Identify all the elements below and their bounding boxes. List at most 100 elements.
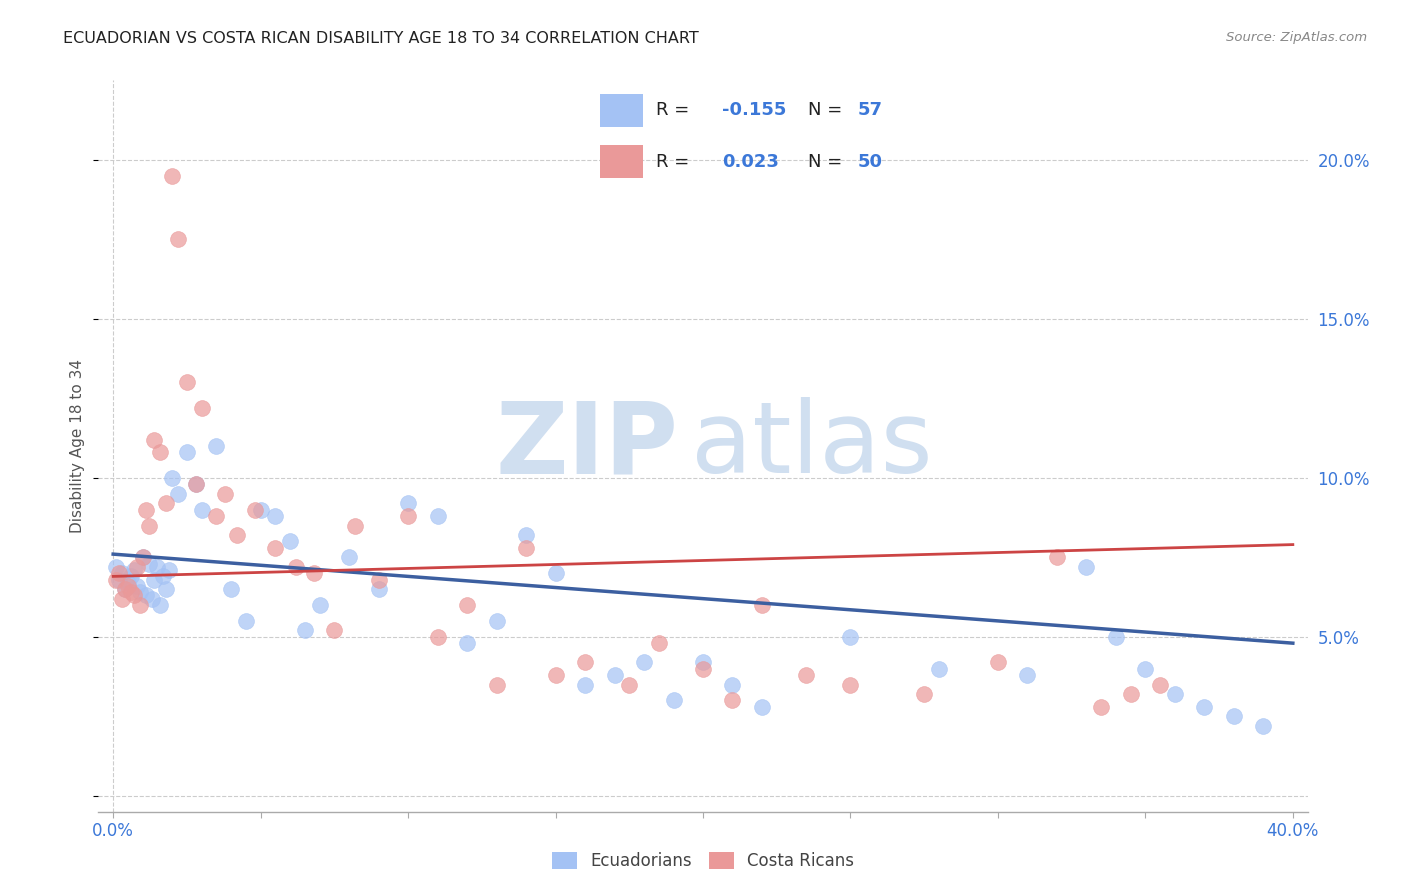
- Point: [205, 439, 228, 453]
- Bar: [600, 94, 643, 128]
- Point: [167, 232, 190, 246]
- Point: [278, 534, 301, 549]
- Point: [122, 589, 145, 603]
- Point: [131, 550, 153, 565]
- Point: [214, 486, 236, 500]
- Text: -0.155: -0.155: [723, 102, 786, 120]
- Point: [721, 677, 744, 691]
- Y-axis label: Disability Age 18 to 34: Disability Age 18 to 34: [70, 359, 86, 533]
- Point: [135, 502, 157, 516]
- Point: [264, 508, 287, 523]
- Text: Source: ZipAtlas.com: Source: ZipAtlas.com: [1226, 31, 1367, 45]
- Point: [721, 693, 744, 707]
- Point: [323, 624, 346, 638]
- Point: [1046, 550, 1069, 565]
- Point: [155, 496, 177, 510]
- Point: [751, 598, 773, 612]
- Point: [337, 550, 360, 565]
- Point: [485, 614, 508, 628]
- Point: [308, 598, 330, 612]
- Point: [226, 528, 249, 542]
- Point: [120, 569, 142, 583]
- Point: [839, 677, 862, 691]
- Point: [426, 508, 449, 523]
- Point: [138, 557, 160, 571]
- Point: [160, 169, 183, 183]
- Point: [692, 655, 714, 669]
- Text: R =: R =: [657, 102, 689, 120]
- Point: [219, 582, 242, 596]
- Point: [633, 655, 655, 669]
- Point: [157, 563, 180, 577]
- Text: 0.023: 0.023: [723, 153, 779, 170]
- Point: [176, 376, 198, 390]
- Point: [117, 575, 139, 590]
- Point: [117, 579, 139, 593]
- Point: [190, 401, 212, 415]
- Point: [648, 636, 671, 650]
- Point: [751, 699, 773, 714]
- Point: [146, 559, 169, 574]
- Point: [1090, 699, 1112, 714]
- Point: [302, 566, 325, 581]
- Text: ZIP: ZIP: [496, 398, 679, 494]
- Point: [485, 677, 508, 691]
- Point: [167, 486, 190, 500]
- Point: [1164, 687, 1187, 701]
- Point: [264, 541, 287, 555]
- Point: [1017, 668, 1039, 682]
- Point: [1119, 687, 1142, 701]
- Point: [426, 630, 449, 644]
- Point: [987, 655, 1010, 669]
- Text: atlas: atlas: [690, 398, 932, 494]
- Point: [1194, 699, 1216, 714]
- Point: [515, 528, 537, 542]
- Point: [135, 589, 157, 603]
- Point: [367, 582, 389, 596]
- Point: [138, 518, 160, 533]
- Text: N =: N =: [808, 153, 842, 170]
- Point: [515, 541, 537, 555]
- Point: [662, 693, 685, 707]
- Point: [839, 630, 862, 644]
- Point: [114, 582, 136, 596]
- Point: [105, 573, 128, 587]
- Point: [111, 591, 134, 606]
- Point: [128, 585, 150, 599]
- Text: ECUADORIAN VS COSTA RICAN DISABILITY AGE 18 TO 34 CORRELATION CHART: ECUADORIAN VS COSTA RICAN DISABILITY AGE…: [63, 31, 699, 46]
- Point: [1105, 630, 1128, 644]
- Legend: Ecuadorians, Costa Ricans: Ecuadorians, Costa Ricans: [546, 845, 860, 877]
- Point: [396, 496, 419, 510]
- Point: [794, 668, 817, 682]
- Point: [574, 677, 596, 691]
- Point: [912, 687, 935, 701]
- Point: [1223, 709, 1246, 723]
- Text: 57: 57: [858, 102, 883, 120]
- Point: [111, 566, 134, 581]
- Point: [544, 668, 567, 682]
- Point: [249, 502, 271, 516]
- Point: [619, 677, 641, 691]
- Point: [125, 579, 148, 593]
- Point: [456, 636, 478, 650]
- Point: [176, 445, 198, 459]
- Point: [149, 598, 172, 612]
- Point: [343, 518, 366, 533]
- Point: [1149, 677, 1171, 691]
- Point: [928, 662, 950, 676]
- Point: [108, 566, 131, 581]
- Point: [143, 433, 166, 447]
- Bar: [600, 145, 643, 178]
- Point: [152, 569, 174, 583]
- Point: [108, 573, 131, 587]
- Point: [184, 477, 207, 491]
- Point: [190, 502, 212, 516]
- Point: [120, 585, 142, 599]
- Point: [574, 655, 596, 669]
- Point: [143, 573, 166, 587]
- Point: [235, 614, 257, 628]
- Point: [294, 624, 316, 638]
- Point: [456, 598, 478, 612]
- Text: 50: 50: [858, 153, 883, 170]
- Point: [155, 582, 177, 596]
